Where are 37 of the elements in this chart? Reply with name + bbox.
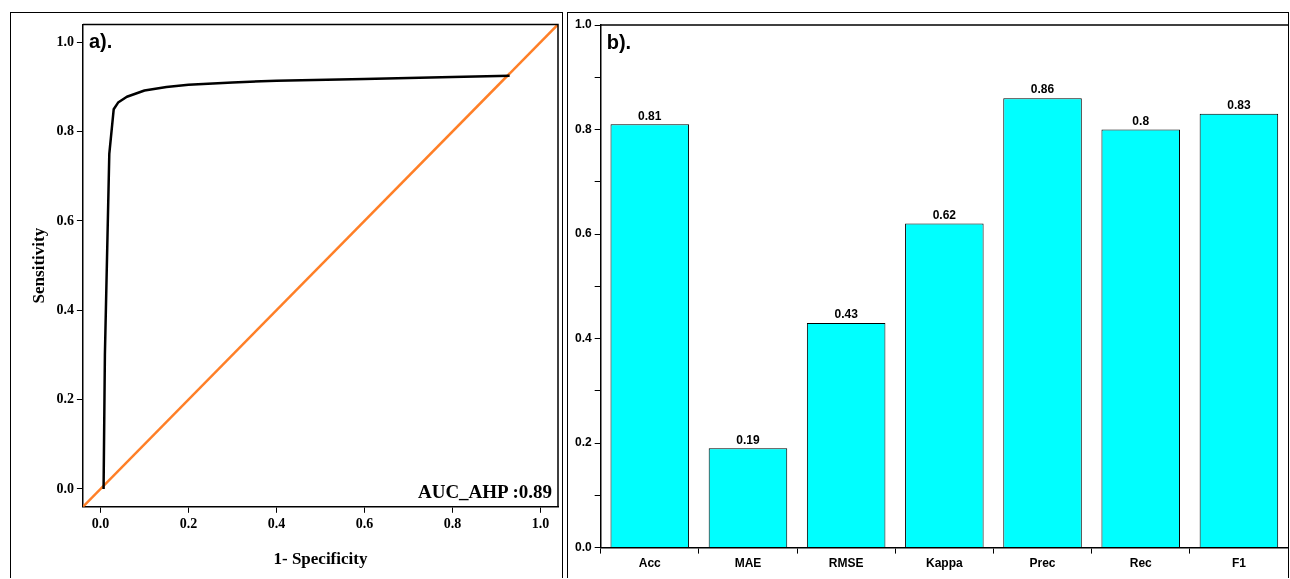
x-axis-title: 1- Specificity	[273, 549, 368, 569]
y-tick-label: 0.6	[56, 212, 74, 228]
y-tick-label: 0.0	[56, 480, 74, 496]
y-tick-label: 0.8	[574, 121, 592, 136]
x-tick-label: 1.0	[531, 515, 550, 531]
data-label: 0.83	[1227, 98, 1251, 113]
x-tick-label: 0.8	[443, 515, 462, 531]
annotation: AUC_AHP :0.89	[417, 481, 552, 503]
y-axis-title: Sensitivity	[28, 227, 48, 304]
data-label: 0.62	[932, 207, 957, 222]
y-tick-label: 0.8	[56, 123, 74, 139]
annotation: b).	[606, 30, 632, 53]
x-tick-label: F1	[1231, 556, 1247, 571]
x-tick-label: RMSE	[828, 556, 864, 571]
data-label: 0.86	[1030, 82, 1055, 97]
data-label: 0.81	[638, 108, 662, 123]
y-tick-label: 0.2	[574, 435, 592, 450]
x-tick-label: 0.4	[267, 515, 286, 531]
y-tick-label: 0.6	[574, 226, 592, 241]
x-tick-label: Rec	[1129, 556, 1153, 571]
x-tick-label: Kappa	[926, 556, 963, 571]
x-tick-label: 0.6	[355, 515, 374, 531]
y-tick-label: 0.4	[574, 330, 592, 345]
y-tick-label: 1.0	[574, 17, 592, 32]
y-tick-label: 0.4	[56, 301, 74, 317]
y-tick-label: 1.0	[56, 33, 74, 49]
x-tick-label: 0.0	[91, 515, 110, 531]
data-label: 0.8	[1132, 113, 1150, 128]
y-tick-label: 0.0	[574, 539, 592, 554]
data-label: 0.43	[834, 307, 859, 322]
data-label: 0.19	[736, 432, 760, 447]
x-tick-label: 0.2	[179, 515, 198, 531]
x-tick-label: MAE	[734, 556, 762, 571]
y-tick-label: 0.2	[56, 391, 74, 407]
annotation: a).	[88, 29, 113, 52]
x-tick-label: Acc	[638, 556, 662, 571]
x-tick-label: Prec	[1029, 556, 1056, 571]
